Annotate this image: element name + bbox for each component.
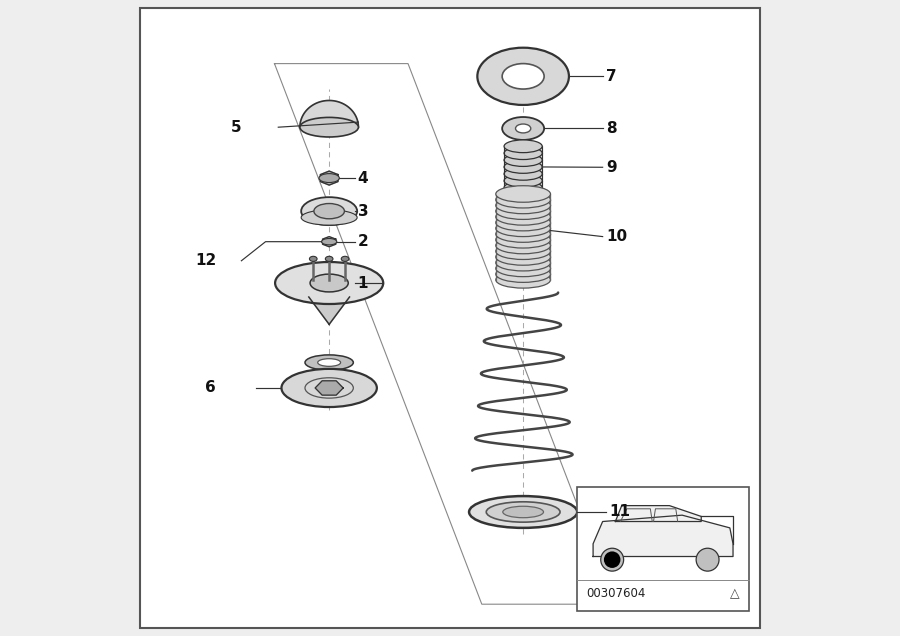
Polygon shape xyxy=(496,223,551,228)
Ellipse shape xyxy=(504,140,542,153)
Ellipse shape xyxy=(496,243,551,259)
Circle shape xyxy=(604,551,620,568)
Ellipse shape xyxy=(504,167,542,180)
Polygon shape xyxy=(504,167,542,174)
Polygon shape xyxy=(496,200,551,205)
Polygon shape xyxy=(504,181,542,188)
Polygon shape xyxy=(320,171,338,185)
Ellipse shape xyxy=(477,48,569,105)
Polygon shape xyxy=(496,234,551,240)
Ellipse shape xyxy=(503,506,544,518)
Ellipse shape xyxy=(504,147,542,160)
Ellipse shape xyxy=(325,256,333,261)
Polygon shape xyxy=(496,268,551,274)
Polygon shape xyxy=(504,153,542,160)
Polygon shape xyxy=(504,160,542,167)
Ellipse shape xyxy=(496,197,551,214)
Ellipse shape xyxy=(486,502,560,522)
Ellipse shape xyxy=(275,262,383,304)
Ellipse shape xyxy=(302,210,357,225)
Polygon shape xyxy=(322,237,336,247)
Ellipse shape xyxy=(496,260,551,277)
Polygon shape xyxy=(496,211,551,217)
Ellipse shape xyxy=(496,203,551,219)
Text: △: △ xyxy=(730,587,740,600)
Ellipse shape xyxy=(282,369,377,407)
Polygon shape xyxy=(496,240,551,245)
Polygon shape xyxy=(504,174,542,181)
Text: 5: 5 xyxy=(230,120,241,135)
Polygon shape xyxy=(504,146,542,153)
Ellipse shape xyxy=(496,232,551,248)
Ellipse shape xyxy=(469,496,577,528)
Ellipse shape xyxy=(516,124,531,133)
Text: 8: 8 xyxy=(606,121,616,136)
Ellipse shape xyxy=(496,220,551,237)
Ellipse shape xyxy=(310,256,317,261)
Text: 11: 11 xyxy=(609,504,630,520)
Ellipse shape xyxy=(341,256,349,261)
Polygon shape xyxy=(300,100,358,127)
Ellipse shape xyxy=(302,197,357,225)
Circle shape xyxy=(696,548,719,571)
Polygon shape xyxy=(593,515,733,556)
Text: 00307604: 00307604 xyxy=(587,587,646,600)
Text: 9: 9 xyxy=(606,160,616,175)
Ellipse shape xyxy=(319,174,339,183)
Text: 1: 1 xyxy=(358,275,368,291)
Polygon shape xyxy=(496,228,551,234)
Ellipse shape xyxy=(496,249,551,265)
Ellipse shape xyxy=(504,160,542,173)
Ellipse shape xyxy=(496,186,551,202)
Text: 2: 2 xyxy=(358,234,368,249)
Ellipse shape xyxy=(496,237,551,254)
Polygon shape xyxy=(309,297,349,324)
Text: 4: 4 xyxy=(358,170,368,186)
Ellipse shape xyxy=(496,272,551,288)
Ellipse shape xyxy=(496,214,551,231)
Ellipse shape xyxy=(300,118,358,137)
Polygon shape xyxy=(496,263,551,268)
Ellipse shape xyxy=(496,191,551,208)
Polygon shape xyxy=(496,257,551,263)
Text: 6: 6 xyxy=(205,380,216,396)
Polygon shape xyxy=(496,274,551,280)
Ellipse shape xyxy=(504,181,542,194)
Polygon shape xyxy=(315,381,343,395)
Ellipse shape xyxy=(496,209,551,225)
Polygon shape xyxy=(496,251,551,257)
Ellipse shape xyxy=(310,274,348,292)
Text: 3: 3 xyxy=(358,204,368,219)
Ellipse shape xyxy=(318,359,340,366)
Ellipse shape xyxy=(504,174,542,187)
Polygon shape xyxy=(616,506,701,522)
Ellipse shape xyxy=(496,226,551,242)
Text: 10: 10 xyxy=(606,229,627,244)
Text: 7: 7 xyxy=(606,69,616,84)
Ellipse shape xyxy=(321,238,337,245)
Ellipse shape xyxy=(502,117,544,140)
Ellipse shape xyxy=(496,266,551,282)
Polygon shape xyxy=(496,194,551,200)
Ellipse shape xyxy=(504,154,542,167)
Polygon shape xyxy=(496,217,551,223)
Ellipse shape xyxy=(502,64,544,89)
Polygon shape xyxy=(496,205,551,211)
Ellipse shape xyxy=(314,204,345,219)
Text: 12: 12 xyxy=(195,253,217,268)
Ellipse shape xyxy=(305,355,354,370)
Ellipse shape xyxy=(496,254,551,271)
Bar xyxy=(577,487,749,611)
Polygon shape xyxy=(496,245,551,251)
Circle shape xyxy=(600,548,624,571)
